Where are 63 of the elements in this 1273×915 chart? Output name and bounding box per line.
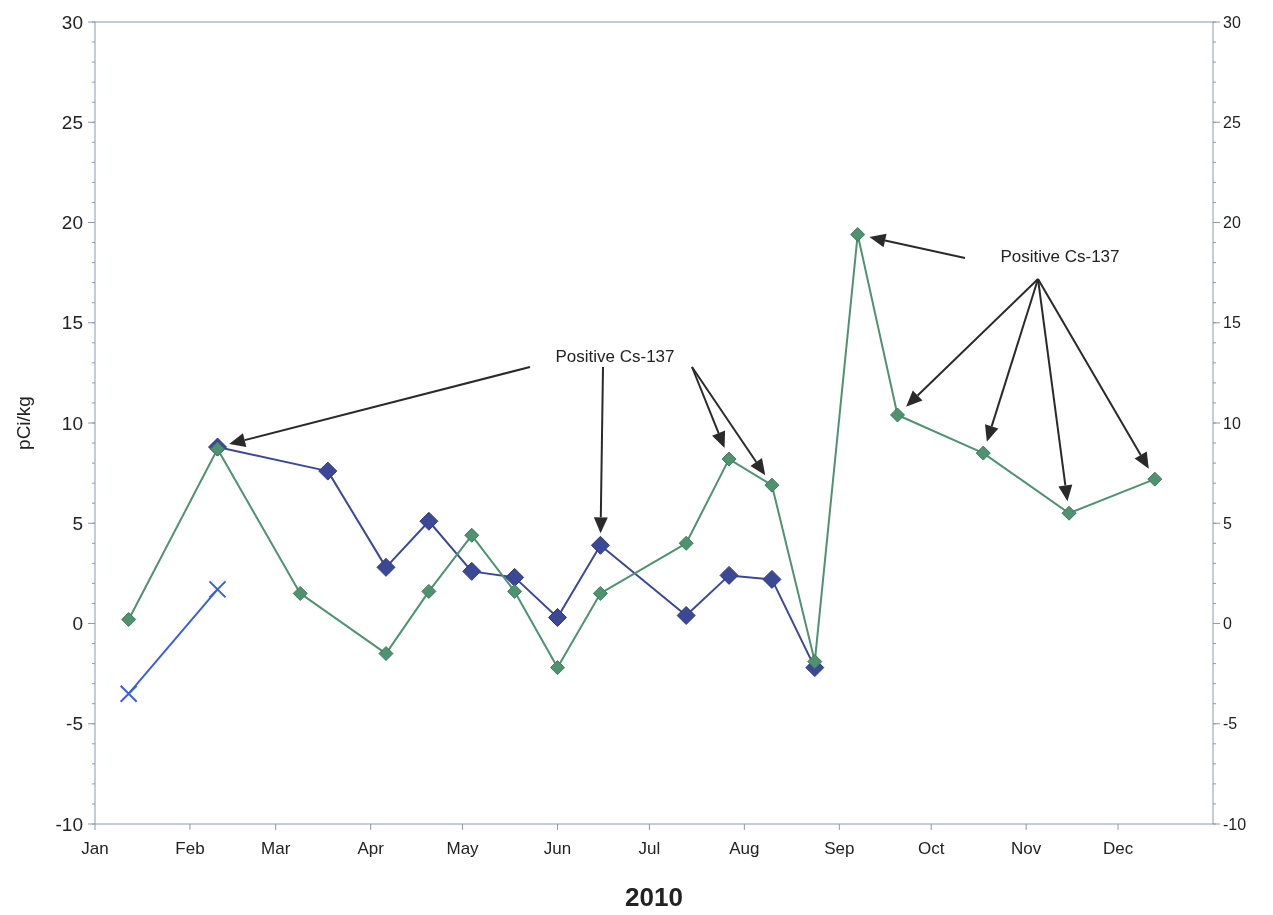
- annotation: Positive Cs-137: [1000, 247, 1120, 266]
- x-tick-label: Sep: [824, 839, 855, 858]
- x-tick-label: May: [446, 839, 480, 858]
- x-axis-title: 2010: [625, 882, 683, 912]
- point: [421, 583, 437, 599]
- point: [719, 565, 739, 585]
- x-tick-label: Jul: [638, 839, 661, 858]
- y2-tick-label: 5: [1223, 514, 1232, 532]
- point: [318, 461, 338, 481]
- point: [678, 535, 694, 551]
- x-tick-label: Jun: [543, 839, 572, 858]
- point: [119, 684, 138, 703]
- x-tick-label: Dec: [1102, 839, 1134, 858]
- y-tick-label: -10: [55, 813, 83, 835]
- y-tick-label: 20: [61, 212, 83, 234]
- x-tick-label: Apr: [357, 839, 385, 858]
- x-tick-label: Oct: [917, 839, 945, 858]
- x-tick-label: Feb: [175, 839, 205, 858]
- y-tick-label: -5: [66, 713, 83, 735]
- annotation: Positive Cs-137: [555, 347, 675, 366]
- point: [292, 585, 308, 601]
- x-tick-label: Jan: [81, 839, 109, 858]
- y-tick-label: 5: [72, 512, 83, 534]
- y2-tick-label: 20: [1223, 214, 1241, 232]
- y2-tick-label: -5: [1223, 715, 1238, 733]
- x-tick-label: Mar: [261, 839, 291, 858]
- point: [548, 607, 568, 627]
- y-tick-label: 10: [61, 412, 83, 434]
- point: [550, 660, 566, 676]
- x-tick-label: Aug: [729, 839, 760, 858]
- y-tick-label: 30: [61, 11, 83, 33]
- y2-tick-label: 15: [1223, 314, 1241, 332]
- point: [378, 646, 394, 662]
- point: [590, 535, 610, 555]
- y2-tick-label: 10: [1223, 414, 1241, 432]
- point: [807, 654, 823, 670]
- point: [507, 583, 523, 599]
- point: [419, 511, 439, 531]
- point: [676, 605, 696, 625]
- y2-tick-label: 25: [1223, 113, 1241, 131]
- y2-tick-label: -10: [1223, 815, 1247, 833]
- point: [208, 580, 227, 599]
- y-tick-label: 25: [61, 111, 83, 133]
- y-tick-label: 15: [61, 312, 83, 334]
- point: [762, 569, 782, 589]
- y2-tick-label: 0: [1223, 615, 1232, 633]
- y2-tick-label: 30: [1223, 13, 1241, 31]
- y-axis-title: pCi/kg: [13, 396, 34, 450]
- point: [1147, 471, 1163, 487]
- point: [764, 477, 780, 493]
- point: [592, 585, 608, 601]
- point: [376, 557, 396, 577]
- point: [464, 527, 480, 543]
- point: [505, 567, 525, 587]
- point: [462, 561, 482, 581]
- point: [975, 445, 991, 461]
- point: [721, 451, 737, 467]
- point: [121, 611, 137, 627]
- point: [850, 227, 866, 243]
- y-tick-label: 0: [72, 613, 83, 635]
- x-tick-label: Nov: [1011, 839, 1042, 858]
- point: [890, 407, 906, 423]
- point: [1061, 505, 1077, 521]
